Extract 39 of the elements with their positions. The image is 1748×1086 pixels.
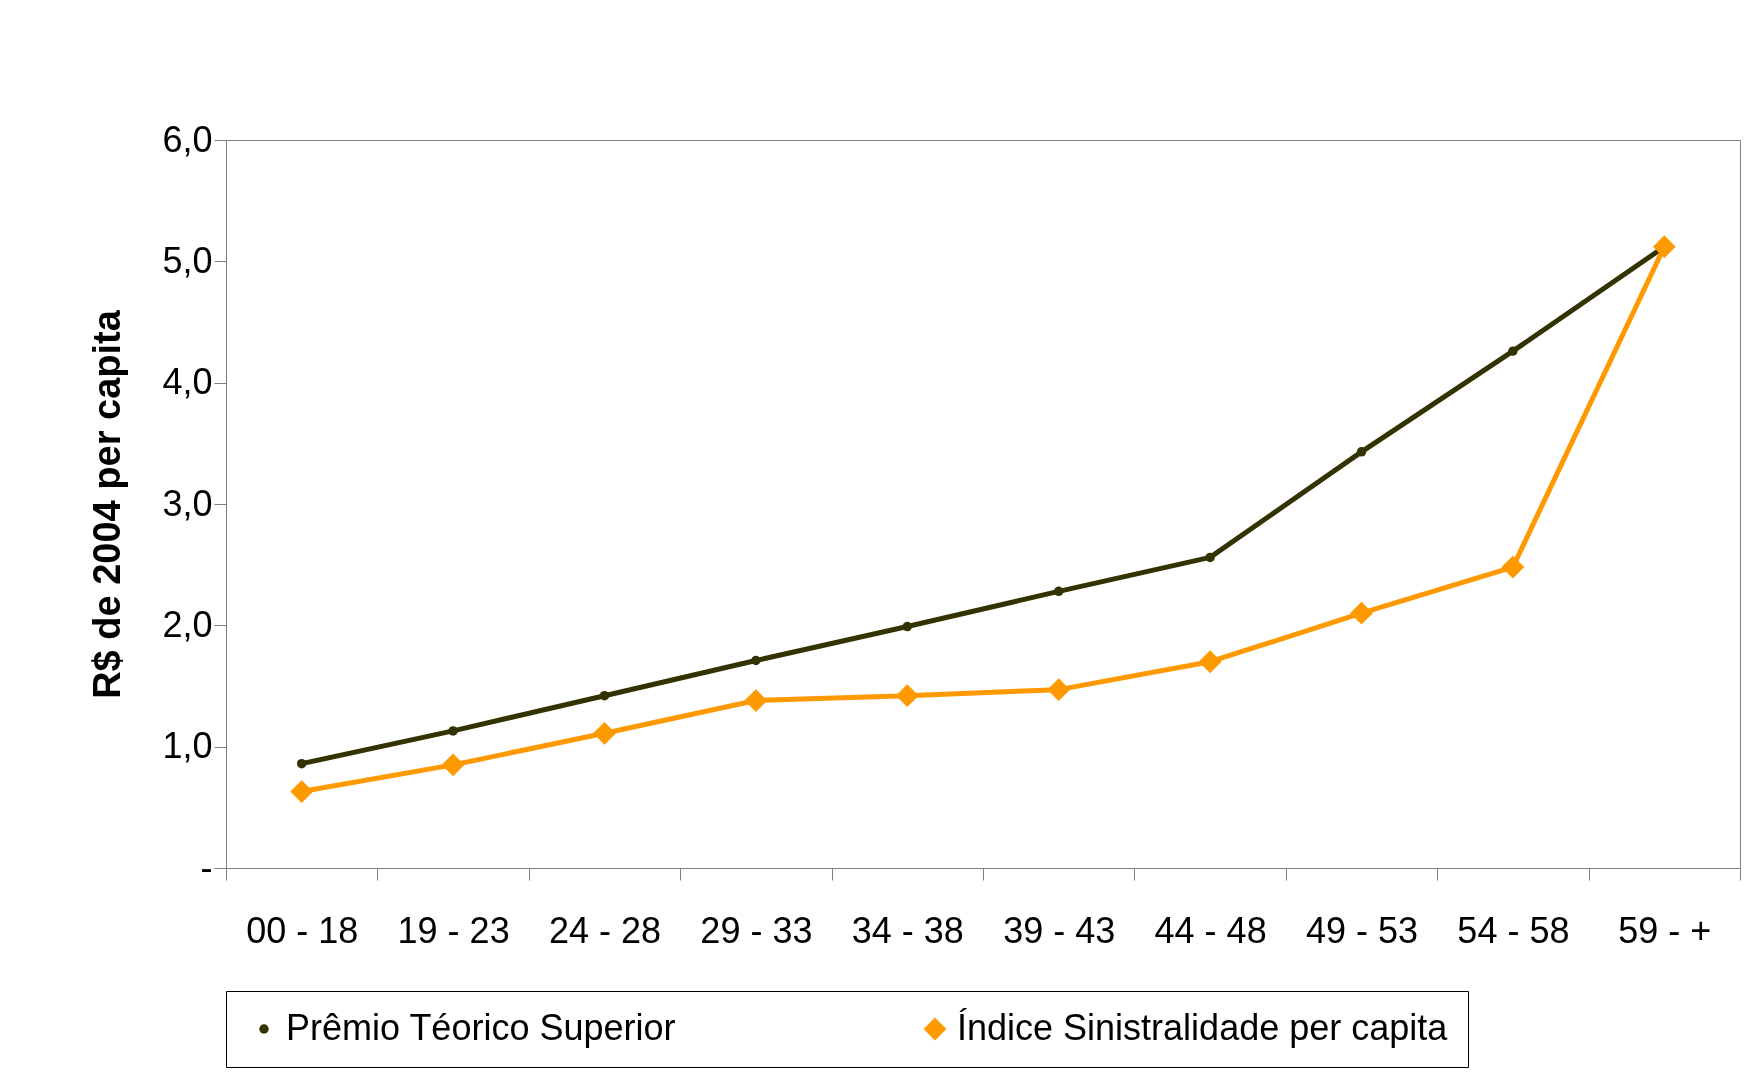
x-tick-label: 54 - 58 — [1457, 909, 1570, 951]
y-tick-label: 6,0 — [162, 118, 213, 160]
x-tick-label: 29 - 33 — [700, 909, 813, 951]
point — [1350, 601, 1373, 625]
x-tick-label: 00 - 18 — [246, 909, 359, 951]
x-tick-label: 59 - + — [1618, 909, 1712, 951]
point — [1652, 235, 1676, 259]
x-tick-label: 49 - 53 — [1305, 909, 1419, 951]
y-tick-label: 3,0 — [162, 482, 213, 524]
y-tick-label: 2,0 — [162, 603, 213, 645]
point — [1501, 555, 1525, 579]
point — [744, 689, 768, 712]
legend-label: Índice Sinistralidade per capita — [957, 1007, 1449, 1048]
point — [290, 780, 314, 803]
point — [1053, 586, 1064, 597]
point — [441, 753, 465, 777]
point — [1356, 447, 1367, 457]
point — [751, 655, 761, 666]
point — [895, 684, 919, 708]
y-axis-title: R$ de 2004 per capita — [86, 309, 129, 699]
x-tick-label: 34 - 38 — [851, 909, 964, 951]
y-tick-label: 1,0 — [162, 725, 213, 767]
x-tick-label: 44 - 48 — [1154, 909, 1267, 951]
x-tick-label: 24 - 28 — [548, 909, 662, 951]
point — [593, 721, 616, 745]
y-tick-label: - — [200, 846, 213, 888]
x-tick-label: 19 - 23 — [397, 909, 510, 951]
point — [448, 726, 458, 736]
point — [1198, 650, 1222, 674]
point — [902, 621, 913, 632]
y-tick-label: 5,0 — [162, 239, 213, 281]
point — [1047, 678, 1071, 702]
legend-label: Prêmio Téorico Superior — [286, 1007, 676, 1048]
point — [1205, 552, 1215, 563]
point — [296, 758, 307, 769]
point — [599, 690, 610, 701]
y-tick-label: 4,0 — [162, 361, 213, 403]
point — [1508, 346, 1518, 356]
x-tick-label: 39 - 43 — [1003, 909, 1116, 951]
